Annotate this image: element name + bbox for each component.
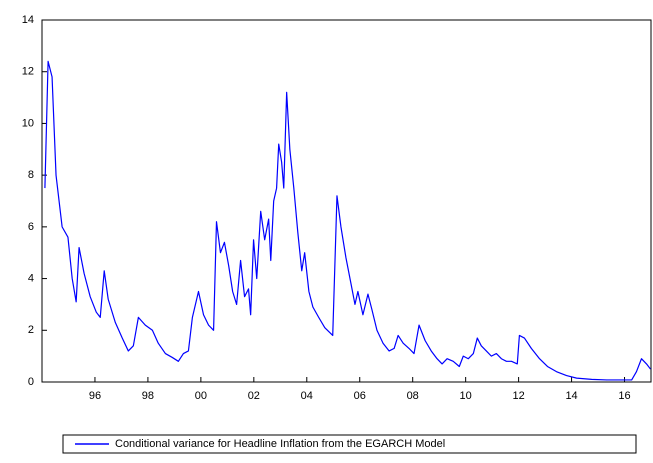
x-tick-label: 04 xyxy=(301,390,313,402)
x-tick-label: 02 xyxy=(248,390,260,402)
plot-frame xyxy=(41,19,652,383)
y-tick-label: 4 xyxy=(28,272,34,284)
x-tick-label: 14 xyxy=(565,390,577,402)
y-tick-label: 10 xyxy=(22,117,34,129)
legend-label: Conditional variance for Headline Inflat… xyxy=(115,438,445,450)
x-tick-label: 06 xyxy=(354,390,366,402)
x-tick-label: 10 xyxy=(460,390,472,402)
x-tick-label: 16 xyxy=(618,390,630,402)
x-tick-label: 08 xyxy=(407,390,419,402)
y-tick-label: 12 xyxy=(22,66,34,78)
series-line xyxy=(44,60,651,381)
x-tick-label: 12 xyxy=(512,390,524,402)
y-tick-label: 8 xyxy=(28,169,34,181)
y-tick-label: 14 xyxy=(22,14,34,26)
y-tick-label: 6 xyxy=(28,221,34,233)
x-tick-label: 00 xyxy=(195,390,207,402)
x-tick-label: 96 xyxy=(89,390,101,402)
y-tick-label: 2 xyxy=(28,324,34,336)
legend-box xyxy=(62,434,637,454)
y-tick-label: 0 xyxy=(28,376,34,388)
x-tick-label: 98 xyxy=(142,390,154,402)
